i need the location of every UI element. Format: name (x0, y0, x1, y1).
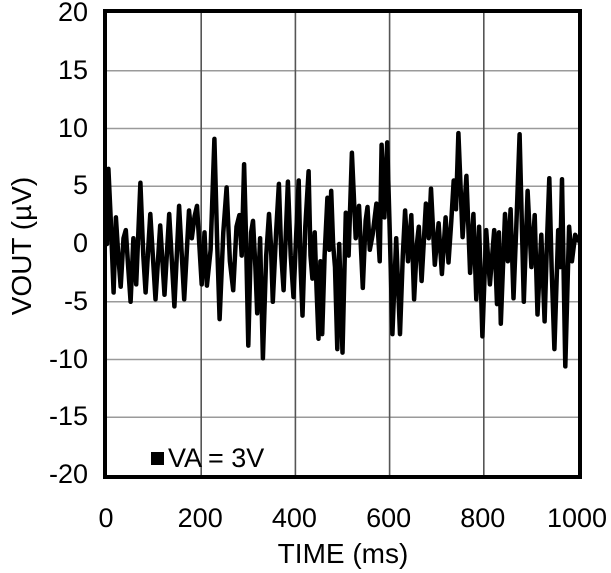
y-tick-label: 15 (57, 54, 88, 85)
legend-square-marker-icon (151, 451, 164, 465)
y-tick-label: -15 (48, 401, 88, 432)
y-axis-title: VOUT (µV) (6, 176, 37, 316)
x-tick-label: 200 (177, 503, 223, 533)
y-tick-label: -20 (48, 458, 88, 489)
y-tick-label: -5 (63, 285, 88, 316)
plot-border (103, 9, 582, 479)
x-tick-label: 0 (98, 503, 114, 533)
y-tick-label: 5 (72, 170, 88, 201)
plot-area (103, 9, 582, 479)
x-tick-label: 1000 (546, 503, 608, 533)
y-tick-label: 10 (57, 112, 88, 143)
noise-trace (104, 130, 581, 369)
y-tick-label: -10 (48, 343, 88, 374)
x-tick-label: 600 (366, 503, 412, 533)
y-tick-label: 0 (72, 227, 88, 258)
x-axis-title: TIME (ms) (277, 538, 409, 569)
legend-label: VA = 3V (168, 443, 265, 473)
legend: VA = 3V (151, 444, 264, 472)
x-tick-label: 800 (460, 503, 506, 533)
x-tick-label: 400 (271, 503, 317, 533)
y-tick-label: 20 (57, 0, 88, 27)
